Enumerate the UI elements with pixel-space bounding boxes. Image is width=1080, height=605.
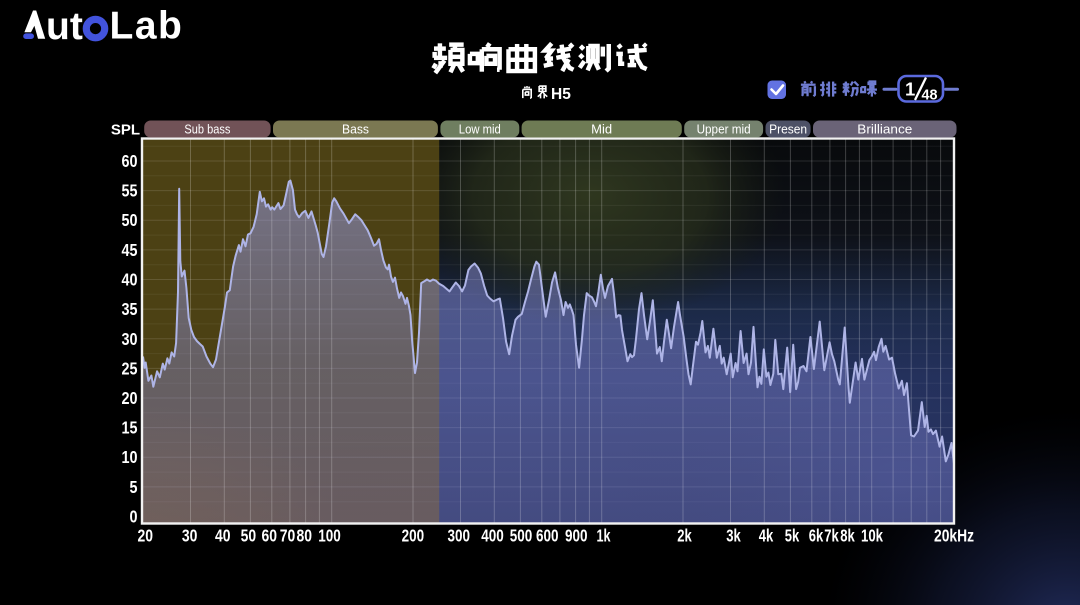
svg-text:Bass: Bass bbox=[342, 123, 369, 137]
svg-text:6k: 6k bbox=[809, 526, 824, 546]
svg-text:40: 40 bbox=[122, 270, 138, 290]
svg-text:20: 20 bbox=[137, 526, 153, 546]
svg-text:SPL: SPL bbox=[111, 122, 140, 139]
svg-text:80: 80 bbox=[296, 526, 312, 546]
svg-text:Presen: Presen bbox=[769, 123, 807, 137]
svg-text:7k: 7k bbox=[824, 526, 839, 546]
svg-text:Brilliance: Brilliance bbox=[857, 123, 912, 137]
svg-text:H5: H5 bbox=[551, 86, 571, 103]
svg-text:0: 0 bbox=[130, 507, 138, 527]
svg-text:Low mid: Low mid bbox=[459, 123, 501, 137]
svg-text:4k: 4k bbox=[759, 526, 774, 546]
svg-text:48: 48 bbox=[922, 88, 938, 104]
svg-text:25: 25 bbox=[122, 358, 138, 378]
svg-text:10: 10 bbox=[122, 447, 138, 467]
svg-text:30: 30 bbox=[182, 526, 198, 546]
svg-text:Sub bass: Sub bass bbox=[184, 123, 230, 137]
svg-text:1k: 1k bbox=[597, 526, 611, 546]
svg-text:50: 50 bbox=[122, 210, 138, 230]
svg-text:1: 1 bbox=[905, 79, 915, 100]
svg-text:15: 15 bbox=[122, 418, 138, 438]
svg-text:Mid: Mid bbox=[591, 123, 612, 137]
svg-text:5k: 5k bbox=[785, 526, 800, 546]
svg-text:45: 45 bbox=[122, 240, 138, 260]
svg-text:55: 55 bbox=[122, 181, 138, 201]
svg-text:Lab: Lab bbox=[110, 5, 184, 48]
svg-text:20kHz: 20kHz bbox=[934, 526, 974, 546]
svg-text:20: 20 bbox=[122, 388, 138, 408]
svg-text:ut: ut bbox=[46, 5, 83, 48]
svg-text:50: 50 bbox=[241, 526, 257, 546]
svg-text:60: 60 bbox=[262, 526, 278, 546]
svg-text:8k: 8k bbox=[840, 526, 855, 546]
svg-text:70: 70 bbox=[280, 526, 296, 546]
svg-text:40: 40 bbox=[215, 526, 231, 546]
svg-text:200: 200 bbox=[402, 526, 425, 546]
svg-text:Upper mid: Upper mid bbox=[697, 123, 751, 137]
svg-text:600: 600 bbox=[536, 526, 559, 546]
svg-text:300: 300 bbox=[448, 526, 471, 546]
svg-text:3k: 3k bbox=[726, 526, 741, 546]
svg-text:60: 60 bbox=[122, 151, 138, 171]
svg-text:100: 100 bbox=[318, 526, 341, 546]
svg-text:900: 900 bbox=[565, 526, 588, 546]
svg-text:2k: 2k bbox=[677, 526, 692, 546]
svg-text:10k: 10k bbox=[861, 526, 883, 546]
svg-text:35: 35 bbox=[122, 299, 138, 319]
svg-text:400: 400 bbox=[481, 526, 504, 546]
svg-text:30: 30 bbox=[122, 329, 138, 349]
svg-text:5: 5 bbox=[130, 477, 138, 497]
svg-text:500: 500 bbox=[510, 526, 533, 546]
